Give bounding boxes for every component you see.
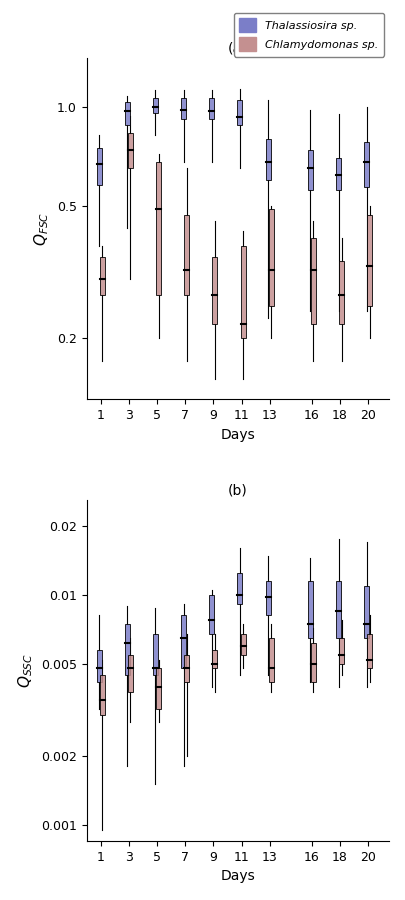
- FancyBboxPatch shape: [209, 98, 214, 119]
- FancyBboxPatch shape: [156, 162, 161, 294]
- Title: (b): (b): [228, 483, 247, 498]
- FancyBboxPatch shape: [96, 650, 101, 681]
- FancyBboxPatch shape: [100, 257, 104, 294]
- FancyBboxPatch shape: [125, 624, 130, 675]
- FancyBboxPatch shape: [335, 158, 340, 190]
- FancyBboxPatch shape: [307, 581, 312, 638]
- FancyBboxPatch shape: [156, 669, 161, 709]
- FancyBboxPatch shape: [338, 262, 343, 324]
- FancyBboxPatch shape: [184, 215, 189, 294]
- FancyBboxPatch shape: [310, 643, 315, 681]
- FancyBboxPatch shape: [212, 257, 217, 324]
- FancyBboxPatch shape: [268, 209, 273, 306]
- FancyBboxPatch shape: [96, 148, 101, 184]
- FancyBboxPatch shape: [307, 150, 312, 190]
- FancyBboxPatch shape: [100, 675, 104, 716]
- FancyBboxPatch shape: [310, 238, 315, 324]
- FancyBboxPatch shape: [240, 634, 245, 655]
- FancyBboxPatch shape: [184, 655, 189, 681]
- Legend: Thalassiosira sp., Chlamydomonas sp.: Thalassiosira sp., Chlamydomonas sp.: [233, 13, 383, 57]
- FancyBboxPatch shape: [209, 595, 214, 634]
- X-axis label: Days: Days: [220, 869, 255, 883]
- FancyBboxPatch shape: [338, 638, 343, 664]
- FancyBboxPatch shape: [237, 573, 242, 604]
- FancyBboxPatch shape: [265, 581, 270, 615]
- FancyBboxPatch shape: [237, 100, 242, 125]
- X-axis label: Days: Days: [220, 428, 255, 442]
- FancyBboxPatch shape: [367, 215, 371, 306]
- FancyBboxPatch shape: [153, 634, 158, 675]
- FancyBboxPatch shape: [363, 586, 368, 638]
- FancyBboxPatch shape: [265, 139, 270, 180]
- FancyBboxPatch shape: [268, 638, 273, 681]
- FancyBboxPatch shape: [240, 246, 245, 338]
- FancyBboxPatch shape: [181, 615, 185, 669]
- FancyBboxPatch shape: [212, 650, 217, 669]
- FancyBboxPatch shape: [181, 98, 185, 119]
- FancyBboxPatch shape: [125, 103, 130, 125]
- Y-axis label: $Q_{SSC}$: $Q_{SSC}$: [17, 653, 35, 688]
- FancyBboxPatch shape: [363, 142, 368, 187]
- Title: (a): (a): [228, 41, 247, 56]
- FancyBboxPatch shape: [153, 98, 158, 112]
- FancyBboxPatch shape: [335, 581, 340, 638]
- FancyBboxPatch shape: [128, 133, 132, 168]
- Y-axis label: $Q_{FSC}$: $Q_{FSC}$: [32, 212, 51, 246]
- FancyBboxPatch shape: [128, 655, 132, 692]
- FancyBboxPatch shape: [367, 634, 371, 669]
